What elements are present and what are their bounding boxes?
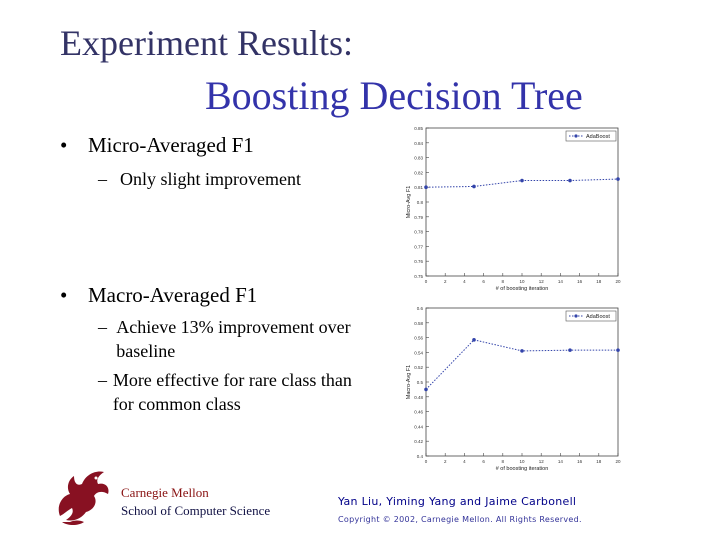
y-tick-label: 0.85 — [414, 126, 423, 131]
x-tick-label: 4 — [463, 279, 466, 284]
x-tick-label: 12 — [539, 459, 545, 464]
x-tick-label: 0 — [425, 279, 428, 284]
x-axis-label: # of boosting iteration — [496, 466, 549, 472]
x-tick-label: 20 — [615, 279, 621, 284]
bullet-dot-icon: • — [60, 283, 68, 307]
legend-marker — [574, 314, 578, 318]
legend-box — [565, 310, 617, 322]
x-tick-label: 6 — [482, 459, 485, 464]
y-tick-label: 0.81 — [414, 185, 423, 190]
y-tick-label: 0.6 — [417, 306, 424, 311]
y-tick-label: 0.54 — [414, 350, 423, 355]
y-tick-label: 0.78 — [414, 230, 423, 235]
y-tick-label: 0.5 — [417, 380, 424, 385]
data-point — [568, 348, 572, 352]
chart-micro-f1: 0.75 0.76 0.77 0.78 0.79 0.8 0.81 0.82 0.83 0.84 0… — [400, 122, 630, 299]
dash-icon: – — [98, 370, 107, 390]
sub-bullet-macro-2: – More effective for rare class than for … — [98, 368, 363, 416]
cmu-griffin-logo-icon — [58, 471, 109, 525]
y-tick-label: 0.44 — [414, 424, 423, 429]
y-tick-label: 0.82 — [414, 170, 423, 175]
bullet-text: Macro-Averaged F1 — [88, 283, 258, 307]
data-point — [424, 387, 428, 392]
data-point — [616, 348, 620, 352]
org-line1: Carnegie Mellon — [121, 485, 209, 500]
data-point — [520, 349, 524, 353]
sub-bullet-micro-1: – Only slight improvement — [98, 167, 301, 191]
data-point — [424, 185, 428, 189]
legend-box — [565, 130, 617, 142]
sub-bullet-text: More effective for rare class than for c… — [112, 370, 352, 414]
legend-label: AdaBoost — [586, 314, 610, 320]
x-tick-label: 10 — [519, 459, 525, 464]
x-tick-label: 2 — [444, 279, 447, 284]
copyright: Copyright © 2002, Carnegie Mellon. All R… — [338, 515, 582, 524]
y-axis-label: Macro-Avg F1 — [406, 365, 412, 399]
x-tick-label: 18 — [596, 279, 602, 284]
x-tick-label: 4 — [463, 459, 466, 464]
chart-macro-f1: 0.4 0.42 0.44 0.46 0.48 0.5 0.52 0.54 0.56 0.58 0.… — [400, 302, 630, 479]
x-tick-label: 14 — [558, 459, 564, 464]
x-tick-label: 16 — [577, 279, 583, 284]
legend-marker — [574, 134, 578, 138]
org-line2: School of Computer Science — [121, 503, 271, 518]
bullet-micro-f1: • Micro-Averaged F1 — [60, 133, 254, 158]
y-tick-label: 0.58 — [414, 321, 423, 326]
x-tick-label: 10 — [519, 279, 525, 284]
x-tick-label: 20 — [615, 459, 621, 464]
cmu-footer-text: Carnegie Mellon School of Computer Scien… — [121, 484, 270, 520]
y-tick-label: 0.84 — [414, 141, 423, 146]
bullet-macro-f1: • Macro-Averaged F1 — [60, 283, 257, 308]
y-tick-label: 0.76 — [414, 259, 423, 264]
data-point — [616, 177, 620, 181]
authors: Yan Liu, Yiming Yang and Jaime Carbonell — [338, 495, 577, 508]
sub-bullet-macro-1: – Achieve 13% improvement over baseline — [98, 315, 363, 363]
legend-label: AdaBoost — [586, 134, 610, 140]
y-tick-label: 0.42 — [414, 439, 423, 444]
data-point — [472, 338, 476, 342]
sub-bullet-text: Achieve 13% improvement over baseline — [116, 317, 351, 361]
x-axis-label: # of boosting iteration — [496, 286, 549, 292]
plot-frame — [425, 127, 619, 277]
sub-bullet-text: Only slight improvement — [120, 169, 301, 189]
chart-micro-f1-svg: 0.75 0.76 0.77 0.78 0.79 0.8 0.81 0.82 0.83 0.84 0… — [406, 126, 621, 292]
dash-icon: – — [98, 169, 107, 189]
dash-icon: – — [98, 317, 107, 337]
x-tick-label: 16 — [577, 459, 583, 464]
y-tick-label: 0.52 — [414, 365, 423, 370]
y-tick-label: 0.79 — [414, 215, 423, 220]
y-tick-label: 0.46 — [414, 410, 423, 415]
y-tick-label: 0.77 — [414, 244, 423, 249]
x-tick-label: 6 — [482, 279, 485, 284]
chart-macro-f1-svg: 0.4 0.42 0.44 0.46 0.48 0.5 0.52 0.54 0.56 0.58 0.… — [406, 306, 621, 472]
x-tick-label: 14 — [558, 279, 564, 284]
y-tick-label: 0.75 — [414, 274, 423, 279]
x-tick-label: 18 — [596, 459, 602, 464]
y-axis-label: Micro-Avg F1 — [406, 186, 412, 219]
data-point — [568, 178, 572, 183]
x-tick-label: 8 — [502, 279, 505, 284]
x-tick-label: 0 — [425, 459, 428, 464]
slide-title-line1: Experiment Results: — [60, 23, 353, 63]
y-tick-label: 0.83 — [414, 156, 423, 161]
bullet-dot-icon: • — [60, 133, 68, 157]
data-point — [520, 178, 524, 183]
y-tick-label: 0.8 — [417, 200, 424, 205]
x-tick-label: 12 — [539, 279, 545, 284]
bullet-text: Micro-Averaged F1 — [88, 133, 254, 157]
plot-frame — [425, 307, 619, 457]
y-tick-label: 0.48 — [414, 395, 423, 400]
data-point — [472, 184, 476, 189]
y-tick-label: 0.56 — [414, 336, 423, 341]
y-tick-label: 0.4 — [417, 454, 424, 459]
x-tick-label: 8 — [502, 459, 505, 464]
slide-title-line2: Boosting Decision Tree — [205, 73, 583, 118]
x-tick-label: 2 — [444, 459, 447, 464]
